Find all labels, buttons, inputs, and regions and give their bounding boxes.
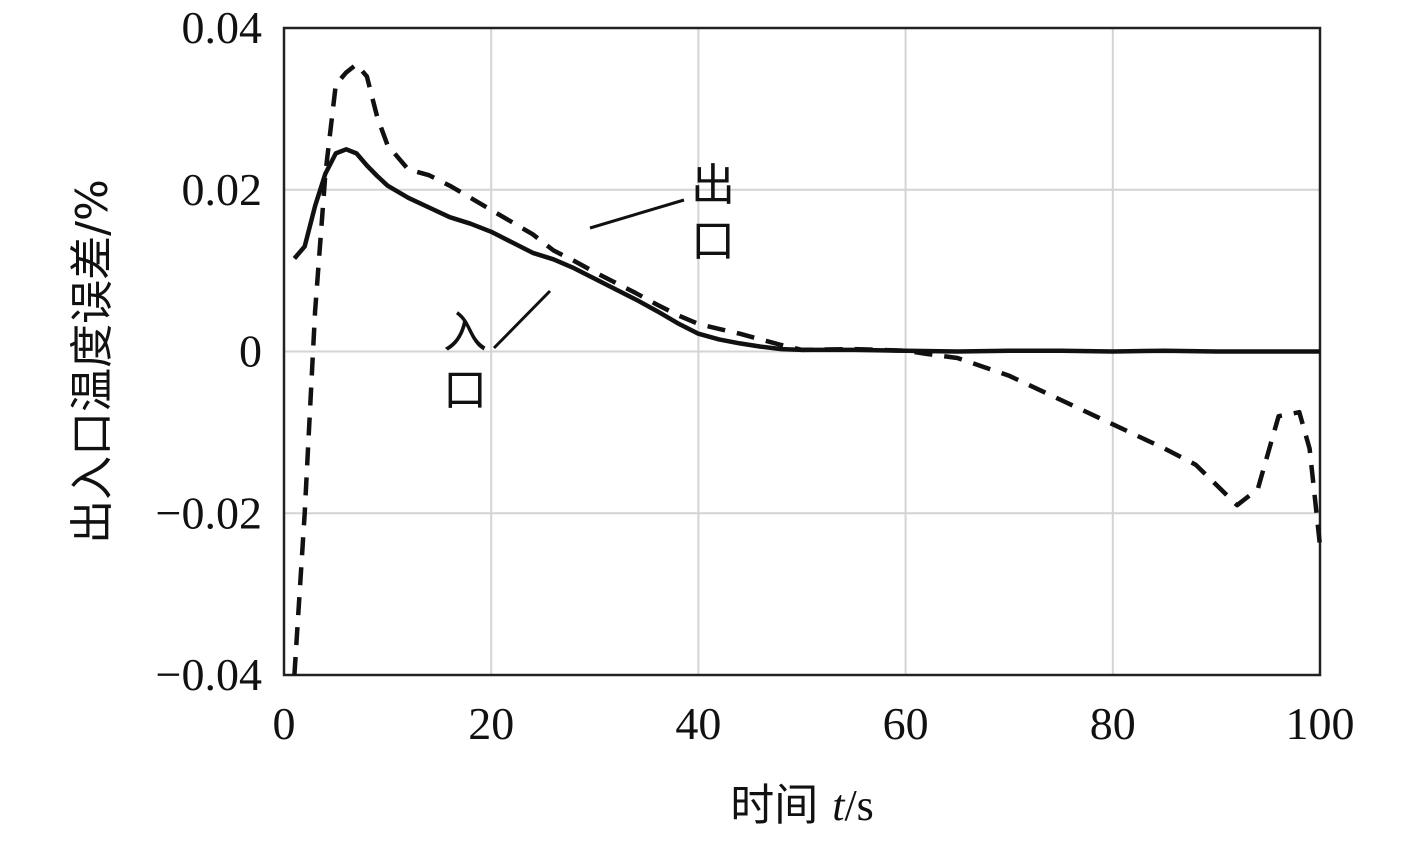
x-tick-label: 0 (273, 698, 296, 749)
x-tick-label: 20 (468, 698, 514, 749)
series-layer (292, 62, 1323, 676)
y-tick-label: −0.04 (156, 649, 262, 700)
x-axis-title-prefix: 时间 (730, 780, 832, 831)
x-tick-label: 100 (1286, 698, 1355, 749)
series-line-inlet (292, 147, 1320, 354)
annotation-leader-inlet (492, 289, 552, 350)
y-tick-labels: 0.04 0.02 0 −0.02 −0.04 (156, 2, 262, 700)
series-line-outlet (292, 62, 1323, 676)
annotation-leader-outlet (589, 198, 685, 230)
annotation-label-outlet: 出口 (691, 160, 735, 267)
x-tick-labels: 0 20 40 60 80 100 (273, 698, 1355, 749)
y-tick-label: 0.02 (182, 164, 263, 215)
x-axis-title-var: t (832, 781, 846, 830)
x-tick-label: 80 (1090, 698, 1136, 749)
x-axis-title: 时间 t/s (730, 780, 874, 831)
y-tick-label: −0.02 (156, 487, 262, 538)
y-tick-label: 0 (239, 326, 262, 377)
x-tick-label: 60 (883, 698, 929, 749)
annotation-layer: 入口 出口 (443, 160, 735, 416)
x-axis-title-unit: /s (844, 781, 873, 830)
y-tick-label: 0.04 (182, 2, 263, 53)
annotation-label-inlet: 入口 (443, 307, 487, 416)
y-axis-title: 出入口温度误差/% (67, 179, 118, 544)
x-tick-label: 40 (675, 698, 721, 749)
